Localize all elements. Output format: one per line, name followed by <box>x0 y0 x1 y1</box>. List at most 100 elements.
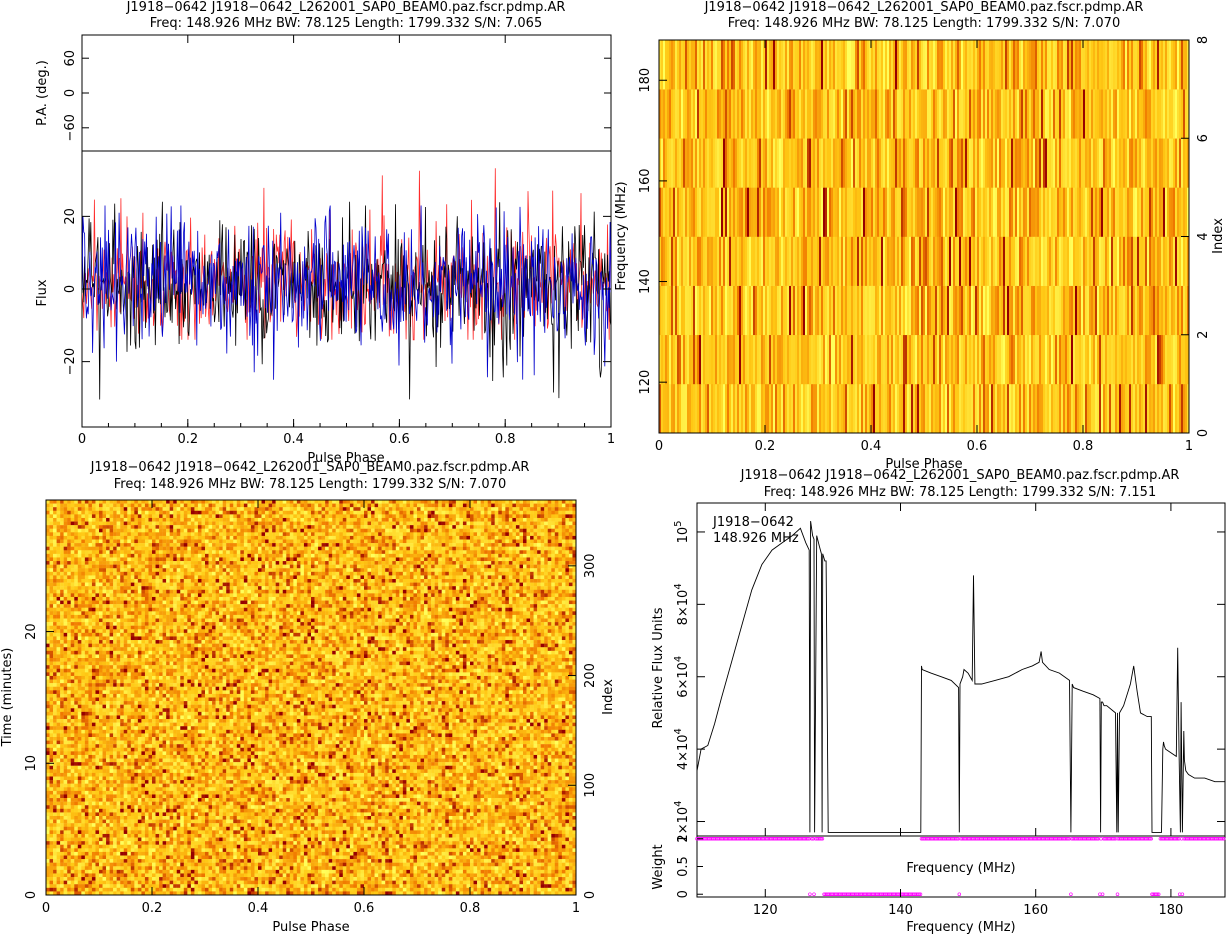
freq-heatmap-cell <box>807 285 810 336</box>
time-heatmap-cell <box>477 543 481 547</box>
time-heatmap-cell <box>558 503 563 508</box>
time-heatmap-cell <box>424 557 428 562</box>
freq-heatmap-cell <box>667 89 670 139</box>
time-heatmap-cell <box>152 521 156 526</box>
freq-heatmap-cell <box>1115 40 1118 90</box>
freq-heatmap-cell <box>701 334 704 385</box>
time-heatmap-cell <box>346 525 351 529</box>
freq-heatmap-cell <box>805 334 808 385</box>
time-heatmap-cell <box>515 553 520 558</box>
time-heatmap-cell <box>332 550 336 555</box>
time-heatmap-cell <box>141 546 146 551</box>
time-heatmap-cell <box>91 561 96 565</box>
freq-heatmap-cell <box>943 334 946 385</box>
freq-heatmap-cell <box>1067 285 1070 336</box>
time-heatmap-cell <box>116 532 121 537</box>
time-heatmap-cell <box>130 532 135 537</box>
freq-heatmap-cell <box>937 236 940 286</box>
freq-heatmap-cell <box>999 187 1002 237</box>
time-heatmap-cell <box>470 561 474 565</box>
time-heatmap-cell <box>190 517 195 522</box>
time-heatmap-cell <box>84 553 89 558</box>
freq-heatmap-cell <box>1007 187 1010 237</box>
freq-heatmap-cell <box>1113 89 1116 139</box>
time-heatmap-cell <box>512 503 517 508</box>
time-heatmap-cell <box>56 546 61 551</box>
freq-heatmap-cell <box>1029 187 1032 237</box>
time-heatmap-cell <box>364 510 368 515</box>
freq-heatmap-cell <box>757 334 760 385</box>
freq-heatmap-cell <box>1037 383 1040 434</box>
time-heatmap-cell <box>420 561 425 565</box>
time-heatmap-cell <box>109 528 114 533</box>
time-heatmap-cell <box>420 517 425 522</box>
freq-heatmap-cell <box>797 334 800 385</box>
freq-heatmap-cell <box>809 383 812 434</box>
freq-heatmap-cell <box>1009 236 1012 286</box>
freq-heatmap-cell <box>667 138 670 188</box>
time-heatmap-cell <box>187 525 192 529</box>
freq-heatmap-cell <box>1019 285 1022 336</box>
time-heatmap-cell <box>134 539 139 544</box>
time-heatmap-cell <box>229 514 234 519</box>
time-heatmap-cell <box>487 539 492 544</box>
time-heatmap-cell <box>561 528 566 533</box>
freq-heatmap-cell <box>873 187 876 237</box>
freq-heatmap-cell <box>913 334 916 385</box>
freq-heatmap-cell <box>793 89 796 139</box>
freq-heatmap-cell <box>757 138 760 188</box>
time-heatmap-cell <box>194 564 199 569</box>
time-heatmap-cell <box>544 507 548 511</box>
time-heatmap-cell <box>371 507 375 511</box>
freq-heatmap-cell <box>683 40 686 90</box>
time-heatmap-cell <box>201 535 206 540</box>
time-heatmap-cell <box>378 539 382 544</box>
freq-y-tick-label: 160 <box>638 168 653 193</box>
freq-heatmap-cell <box>913 236 916 286</box>
time-heatmap-cell <box>95 543 100 547</box>
time-heatmap-cell <box>487 557 492 562</box>
freq-right-tick-label: 2 <box>1196 331 1211 339</box>
time-heatmap-cell <box>515 550 520 555</box>
time-heatmap-cell <box>88 521 93 526</box>
time-heatmap-cell <box>395 521 400 526</box>
time-heatmap-cell <box>455 514 460 519</box>
freq-heatmap-cell <box>1035 285 1038 336</box>
time-heatmap-cell <box>533 532 538 537</box>
freq-heatmap-cell <box>723 334 726 385</box>
time-heatmap-cell <box>49 535 54 540</box>
time-heatmap-cell <box>367 550 372 555</box>
freq-heatmap-cell <box>871 285 874 336</box>
freq-heatmap-cell <box>1169 40 1172 90</box>
freq-heatmap-cell <box>903 383 906 434</box>
time-heatmap-cell <box>116 553 121 558</box>
time-heatmap-cell <box>339 557 343 562</box>
freq-heatmap-cell <box>1141 40 1144 90</box>
time-heatmap-cell <box>205 553 209 558</box>
time-heatmap-cell <box>530 546 534 551</box>
time-heatmap-cell <box>272 528 276 533</box>
freq-heatmap-cell <box>959 236 962 286</box>
freq-heatmap-cell <box>777 334 780 385</box>
time-heatmap-cell <box>152 514 156 519</box>
time-heatmap-cell <box>311 557 315 562</box>
time-heatmap-cell <box>84 543 89 547</box>
freq-x-axis-label: Pulse Phase <box>885 457 962 472</box>
time-heatmap-cell <box>144 557 149 562</box>
time-heatmap-cell <box>438 525 442 529</box>
freq-heatmap-cell <box>977 334 980 385</box>
time-heatmap-cell <box>183 564 188 569</box>
time-heatmap-cell <box>272 539 276 544</box>
freq-heatmap-cell <box>981 187 984 237</box>
time-heatmap-cell <box>240 557 245 562</box>
time-heatmap-cell <box>508 553 513 558</box>
freq-y-tick-label: 180 <box>638 68 653 93</box>
freq-heatmap-cell <box>859 138 862 188</box>
freq-heatmap-cell <box>1107 187 1110 237</box>
time-heatmap-cell <box>537 528 541 533</box>
freq-heatmap-cell <box>675 383 678 434</box>
time-heatmap-cell <box>303 539 308 544</box>
time-heatmap-cell <box>258 510 262 515</box>
time-heatmap-cell <box>197 500 202 504</box>
time-heatmap-cell <box>494 525 499 529</box>
